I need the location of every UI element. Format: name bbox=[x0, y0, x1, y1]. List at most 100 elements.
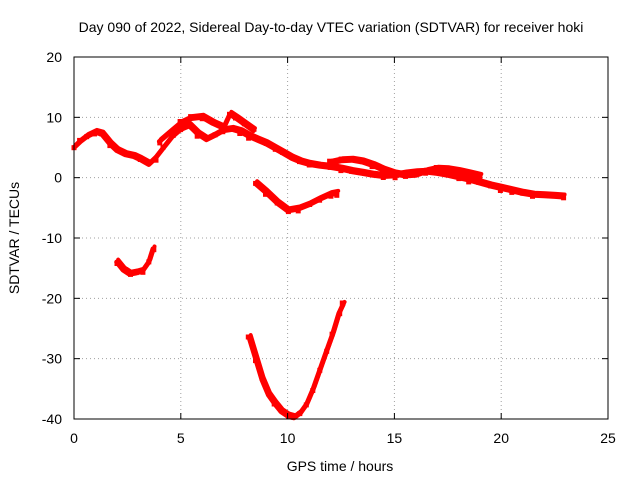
data-point bbox=[307, 202, 313, 207]
data-point bbox=[327, 158, 333, 164]
data-point bbox=[253, 358, 258, 364]
data-point bbox=[328, 193, 334, 199]
data-point bbox=[551, 192, 557, 198]
data-point bbox=[561, 195, 567, 201]
x-tick-label: 20 bbox=[493, 430, 509, 446]
data-point bbox=[520, 190, 526, 196]
data-point bbox=[137, 157, 143, 162]
data-point bbox=[324, 348, 330, 354]
y-axis-label: SDTVAR / TECUs bbox=[6, 182, 22, 294]
y-tick-label: -20 bbox=[42, 290, 62, 306]
data-point bbox=[359, 169, 365, 175]
data-point bbox=[220, 129, 226, 135]
data-point bbox=[140, 269, 146, 275]
data-point bbox=[334, 192, 340, 198]
data-point bbox=[349, 168, 355, 174]
data-point bbox=[145, 160, 151, 166]
data-point bbox=[318, 163, 324, 168]
data-point bbox=[317, 367, 323, 373]
y-tick-label: 20 bbox=[46, 49, 62, 65]
data-point bbox=[371, 171, 376, 177]
data-point bbox=[497, 188, 503, 193]
data-point bbox=[310, 388, 316, 393]
y-tick-label: 10 bbox=[46, 109, 62, 125]
data-point bbox=[187, 122, 193, 128]
data-point bbox=[423, 170, 429, 176]
data-point bbox=[227, 111, 232, 117]
y-tick-label: -40 bbox=[42, 411, 62, 427]
series-group bbox=[71, 109, 567, 421]
y-tick-label: -10 bbox=[42, 230, 62, 246]
data-point bbox=[114, 146, 120, 152]
data-point bbox=[285, 209, 291, 215]
data-point bbox=[177, 119, 183, 124]
data-point bbox=[245, 334, 251, 340]
data-point bbox=[278, 407, 284, 413]
data-point bbox=[349, 156, 354, 162]
data-point bbox=[212, 132, 218, 138]
data-point bbox=[303, 402, 309, 408]
data-point bbox=[259, 375, 265, 381]
x-tick-label: 25 bbox=[600, 430, 616, 446]
data-point bbox=[280, 149, 286, 155]
data-point bbox=[114, 261, 120, 266]
data-point bbox=[289, 154, 295, 160]
data-point bbox=[456, 176, 462, 182]
data-point bbox=[77, 137, 83, 143]
data-point bbox=[466, 179, 472, 185]
data-point bbox=[203, 136, 209, 142]
x-tick-label: 0 bbox=[70, 430, 78, 446]
data-point bbox=[337, 311, 343, 317]
data-point bbox=[84, 134, 90, 140]
data-point bbox=[327, 164, 333, 170]
data-point bbox=[266, 391, 272, 396]
data-point bbox=[444, 166, 450, 172]
data-point bbox=[317, 197, 323, 203]
data-point bbox=[509, 189, 515, 195]
data-point bbox=[381, 168, 387, 174]
series-band-main-band bbox=[73, 121, 567, 197]
data-point bbox=[297, 159, 302, 165]
data-point bbox=[120, 265, 126, 271]
data-point bbox=[391, 173, 397, 179]
series-band-arc-around-10h bbox=[255, 179, 341, 211]
data-point bbox=[194, 133, 200, 139]
data-point bbox=[131, 152, 137, 158]
data-point bbox=[122, 151, 128, 157]
data-point bbox=[295, 208, 301, 214]
data-point bbox=[271, 401, 277, 407]
data-point bbox=[229, 126, 235, 132]
data-point bbox=[199, 116, 205, 122]
data-point bbox=[290, 414, 296, 420]
data-point bbox=[221, 123, 226, 129]
chart-title: Day 090 of 2022, Sidereal Day-to-day VTE… bbox=[79, 19, 584, 35]
data-point bbox=[188, 114, 194, 120]
data-point bbox=[251, 126, 257, 132]
series-band-mid-branch bbox=[329, 155, 484, 176]
axis-ticks: 0 5 10 15 20 25 -40 -30 -20 -10 0 10 20 bbox=[42, 49, 616, 446]
data-point bbox=[241, 121, 247, 127]
data-point bbox=[380, 175, 386, 180]
data-point bbox=[128, 271, 133, 277]
data-point bbox=[542, 192, 548, 198]
data-point bbox=[477, 175, 483, 181]
data-point bbox=[263, 191, 268, 197]
data-point bbox=[412, 172, 418, 178]
data-point bbox=[297, 411, 303, 417]
data-point bbox=[434, 170, 440, 176]
data-point bbox=[255, 136, 261, 142]
data-point bbox=[253, 180, 259, 186]
data-point bbox=[170, 132, 176, 138]
data-point bbox=[157, 140, 163, 146]
y-tick-label: 0 bbox=[54, 170, 62, 186]
data-point bbox=[466, 171, 472, 177]
data-point bbox=[433, 165, 439, 170]
data-point bbox=[306, 162, 312, 168]
x-tick-label: 10 bbox=[280, 430, 296, 446]
data-point bbox=[338, 156, 344, 162]
data-point bbox=[92, 131, 97, 137]
data-point bbox=[160, 144, 166, 150]
data-point bbox=[272, 146, 278, 152]
